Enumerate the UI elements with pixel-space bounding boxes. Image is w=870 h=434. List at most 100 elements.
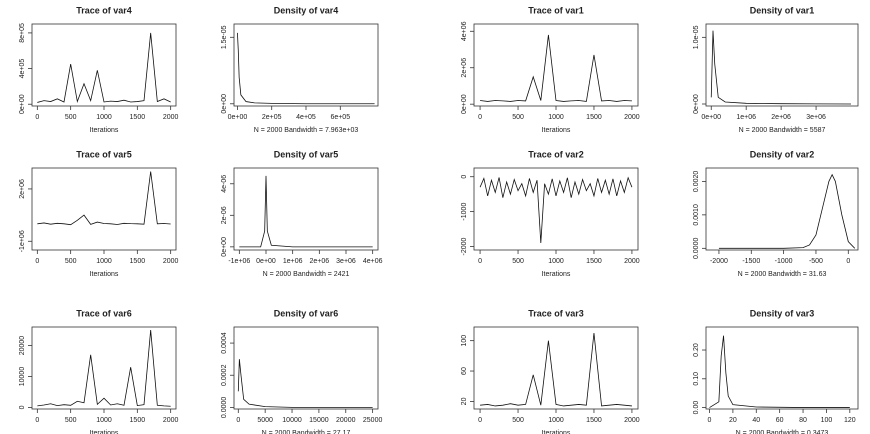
x-tick-label: 500 [65,114,77,121]
x-tick-label: 500 [512,417,524,424]
x-tick-label: -500 [809,258,823,265]
chart-title: Density of var5 [274,149,339,159]
x-tick-label: -2000 [710,258,728,265]
y-tick-label: -1e+06 [19,230,26,252]
data-line [480,333,632,407]
x-tick-label: -1e+06 [228,258,250,265]
plot-frame [473,23,639,107]
x-axis-label: N = 2000 Bandwidth = 0.3473 [736,430,829,434]
x-tick-label: 2000 [163,114,179,121]
chart-title: Density of var6 [274,308,339,318]
x-tick-label: 3e+06 [336,258,356,265]
x-axis-label: Iterations [542,271,571,278]
plot-frame [705,326,859,410]
x-tick-label: 80 [799,417,807,424]
y-tick-label: 0e+00 [693,94,700,114]
x-tick-label: 1500 [130,114,146,121]
x-tick-label: 2000 [163,417,179,424]
plot-frame [705,167,859,251]
x-tick-label: 1500 [586,258,602,265]
y-tick-label: 0 [461,175,468,179]
y-tick-label: 20 [461,397,468,405]
x-tick-label: 2e+06 [771,114,791,121]
data-line [237,359,373,408]
chart-title: Trace of var4 [76,5,132,15]
y-tick-label: 0e+00 [221,237,228,257]
x-tick-label: 0 [478,114,482,121]
y-tick-label: 100 [461,335,468,347]
y-tick-label: 0.00 [693,401,700,415]
x-tick-label: 15000 [309,417,329,424]
y-tick-label: 0.0002 [221,364,228,386]
x-axis-label: Iterations [542,430,571,434]
x-tick-label: 40 [752,417,760,424]
x-axis-label: N = 2000 Bandwidth = 7.963e+03 [254,127,359,134]
x-tick-label: 2000 [163,258,179,265]
x-tick-label: 1e+06 [736,114,756,121]
x-tick-label: 5000 [257,417,273,424]
y-tick-label: 0e+00 [461,94,468,114]
plot-frame [31,167,177,251]
x-tick-label: 6e+05 [330,114,350,121]
x-tick-label: 1000 [96,114,112,121]
data-line [239,175,373,248]
plot-frame [233,23,379,107]
x-tick-label: 1000 [96,417,112,424]
x-tick-label: 1000 [548,417,564,424]
chart-title: Density of var4 [274,5,339,15]
x-tick-label: 1e+06 [283,258,303,265]
y-tick-label: 10000 [19,367,26,387]
x-tick-label: 4e+06 [363,258,383,265]
x-tick-label: 2000 [624,114,640,121]
x-tick-label: 500 [65,417,77,424]
x-tick-label: 0 [35,417,39,424]
x-tick-label: 25000 [363,417,383,424]
x-tick-label: 3e+06 [806,114,826,121]
x-tick-label: 0 [478,417,482,424]
plot-frame [233,326,379,410]
y-tick-label: 2e+06 [461,58,468,78]
data-line [718,173,856,249]
x-axis-label: N = 2000 Bandwidth = 5587 [739,127,826,134]
x-axis-label: N = 2000 Bandwidth = 2421 [263,271,350,278]
chart-title: Density of var1 [750,5,815,15]
chart-title: Trace of var5 [76,149,132,159]
plot-frame [473,326,639,410]
x-axis-label: N = 2000 Bandwidth = 31.63 [738,271,827,278]
y-tick-label: 0e+00 [19,94,26,114]
y-tick-label: 1.5e-05 [221,25,228,49]
x-tick-label: 2e+06 [309,258,329,265]
chart-title: Trace of var3 [528,308,584,318]
x-tick-label: 0e+00 [228,114,248,121]
chart-title: Trace of var1 [528,5,584,15]
data-line [709,335,850,408]
y-tick-label: 2e-06 [221,206,228,224]
plot-frame [705,23,859,107]
y-tick-label: 0e+00 [221,94,228,114]
x-tick-label: 1500 [130,417,146,424]
x-axis-label: Iterations [90,430,119,434]
y-tick-label: 8e+05 [19,23,26,43]
y-tick-label: 0.0000 [221,397,228,419]
x-axis-label: Iterations [90,271,119,278]
data-line [480,34,632,102]
x-tick-label: 1500 [130,258,146,265]
x-tick-label: 1000 [96,258,112,265]
y-tick-label: 60 [461,367,468,375]
y-tick-label: -2000 [461,237,468,255]
x-tick-label: -1000 [775,258,793,265]
x-tick-label: 500 [65,258,77,265]
y-tick-label: 2e+06 [19,179,26,199]
data-line [479,176,633,244]
x-tick-label: 0 [35,114,39,121]
x-tick-label: 0e+00 [701,114,721,121]
plot-frame [233,167,379,251]
x-tick-label: 2000 [624,417,640,424]
y-tick-label: 0.0020 [693,171,700,193]
x-tick-label: 1500 [586,114,602,121]
x-tick-label: 1000 [548,114,564,121]
chart-title: Trace of var6 [76,308,132,318]
data-line [37,330,171,407]
y-tick-label: -1000 [461,203,468,221]
